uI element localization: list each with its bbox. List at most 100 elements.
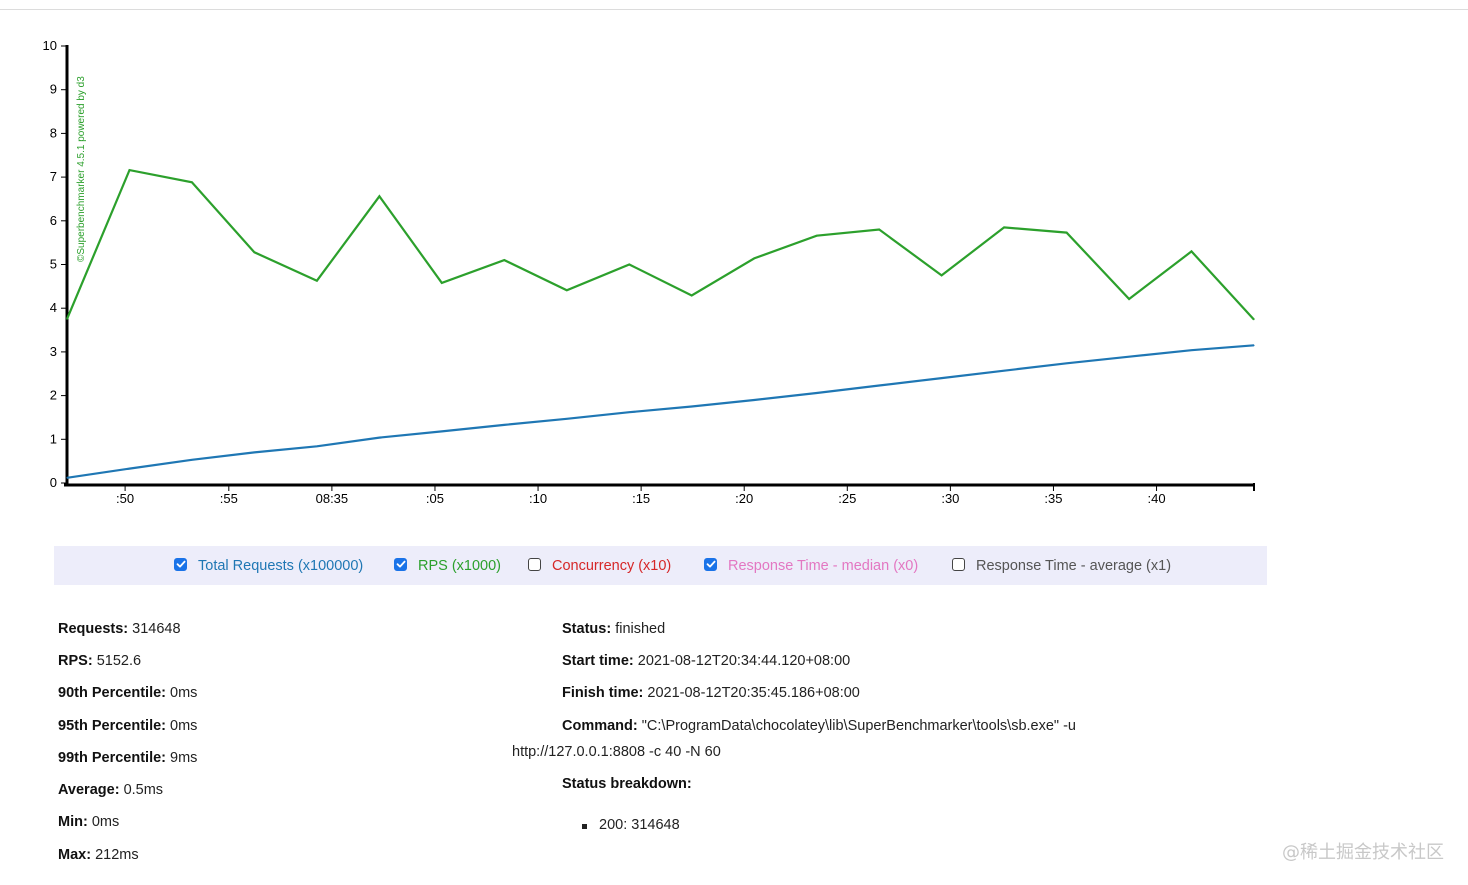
stat-status: Status: finished [562,621,666,637]
legend-concurrency[interactable]: Concurrency (x10) [528,556,671,576]
y-tick-label: 1 [50,431,57,446]
x-tick-label: :20 [735,491,753,506]
stat-min: Min: 0ms [58,814,120,830]
series-point-total-requests [1190,349,1193,351]
checkbox-concurrency[interactable] [528,557,541,571]
series-point-rps [128,169,131,171]
series-point-total-requests [1128,356,1130,358]
legend-label: Concurrency (x10) [552,558,672,574]
checkmark-icon [706,560,715,568]
series-point-total-requests [253,451,256,454]
x-axis: :50:55 08:35:05:10:15:20:25:30:35:40 [64,483,1255,506]
series-point-total-requests [1003,370,1005,372]
series-point-total-requests [128,467,131,470]
y-tick-label: 8 [50,125,57,140]
series-point-rps [628,263,630,266]
series-line-rps [65,168,1255,321]
stat-p95: 95th Percentile: 0ms [58,718,198,734]
series-point-rps [253,251,256,253]
x-tick-label: :55 [220,491,238,506]
series-point-total-requests [503,424,505,426]
chart: 0 1 2 3 4 5 6 7 8 9 10 :50:55 08:35:05:10:15:20:25:… [43,38,1255,506]
checkmark-icon [396,560,405,568]
stat-requests: Requests: 314648 [58,621,181,637]
series-line-total-requests [66,344,1255,479]
stat-finish-time: Finish time: 2021-08-12T20:35:45.186+08:… [562,685,860,701]
legend-label: RPS (x1000) [418,558,502,574]
stat-rps: RPS: 5152.6 [58,653,142,669]
x-tick-label: :30 [941,491,959,506]
series-point-total-requests [628,411,630,413]
series-point-total-requests [378,436,380,439]
series-point-total-requests [941,377,943,379]
legend-label: Response Time - median (x0) [728,558,919,574]
series-point-total-requests [878,384,880,387]
x-tick-label: :25 [838,491,856,506]
x-tick-label: :10 [529,491,547,506]
series-point-rps [378,195,380,197]
series-point-rps [503,259,505,261]
series-point-rps [191,181,193,183]
y-tick-label: 2 [50,388,57,403]
legend-response-average[interactable]: Response Time - average (x1) [952,556,1171,576]
series-point-total-requests [316,445,318,447]
series-point-rps [691,294,693,297]
y-tick-label: 6 [50,213,57,228]
legend-label: Total Requests (x100000) [198,558,364,574]
series-point-total-requests [191,459,193,461]
series-point-rps [753,257,755,259]
checkbox-rps[interactable] [394,557,407,571]
stat-p99: 99th Percentile: 9ms [58,750,198,766]
stat-p90: 90th Percentile: 0ms [58,685,198,701]
series-point-total-requests [1253,344,1255,346]
breakdown-item: 200: 314648 [599,817,680,833]
y-tick-label: 5 [50,257,57,272]
checkmark-icon [176,560,185,568]
checkbox-response-median[interactable] [704,557,717,571]
series-point-total-requests [1065,362,1068,364]
series-point-rps [66,318,68,320]
series-point-total-requests [441,430,443,433]
series-point-total-requests [66,477,68,479]
stat-breakdown: Status breakdown: [562,776,692,792]
x-tick-label: :35 [1044,491,1062,506]
series-point-total-requests [816,392,818,394]
legend-bar: Total Requests (x100000) RPS (x1000) Con… [54,546,1267,585]
series-point-total-requests [753,399,755,401]
stat-max: Max: 212ms [58,847,139,863]
series-point-total-requests [691,405,693,408]
series-point-rps [816,235,818,237]
series-point-rps [1065,231,1068,234]
stat-command-cont: http://127.0.0.1:8808 -c 40 -N 60 [512,744,721,760]
legend-total-requests[interactable]: Total Requests (x100000) [174,556,363,576]
series-point-rps [1128,298,1130,300]
stat-start-time: Start time: 2021-08-12T20:34:44.120+08:0… [562,653,851,669]
legend-label: Response Time - average (x1) [976,558,1172,574]
bullet-icon [582,824,587,829]
checkbox-total-requests[interactable] [174,557,187,571]
y-tick-label: 9 [50,82,57,97]
x-tick-label: :40 [1148,491,1166,506]
legend-response-median[interactable]: Response Time - median (x0) [704,556,918,576]
y-tick-label: 4 [50,300,57,315]
y-axis: 0 1 2 3 4 5 6 7 8 9 10 [43,38,69,490]
series-point-rps [316,280,318,282]
chart-credit: ©Superbenchmarker 4.5.1 powered by d3 [76,76,87,262]
stat-average: Average: 0.5ms [58,782,164,798]
series-point-rps [941,274,943,277]
x-tick-label: :50 [116,491,134,506]
watermark: @稀土掘金技术社区 [1282,842,1444,863]
series-point-rps [1190,250,1193,252]
stat-command: Command: "C:\ProgramData\chocolatey\lib\… [562,718,1076,734]
x-tick-label: :05 [426,491,444,506]
y-tick-label: 10 [43,38,57,53]
y-tick-label: 7 [50,169,57,184]
series-point-rps [566,289,568,291]
top-divider [0,9,1468,10]
series-point-rps [1003,226,1005,228]
legend-rps[interactable]: RPS (x1000) [394,556,501,576]
x-tick-label: 08:35 [316,491,349,506]
y-tick-label: 0 [50,475,57,490]
checkbox-response-average[interactable] [952,557,965,571]
series-point-rps [1253,318,1255,321]
